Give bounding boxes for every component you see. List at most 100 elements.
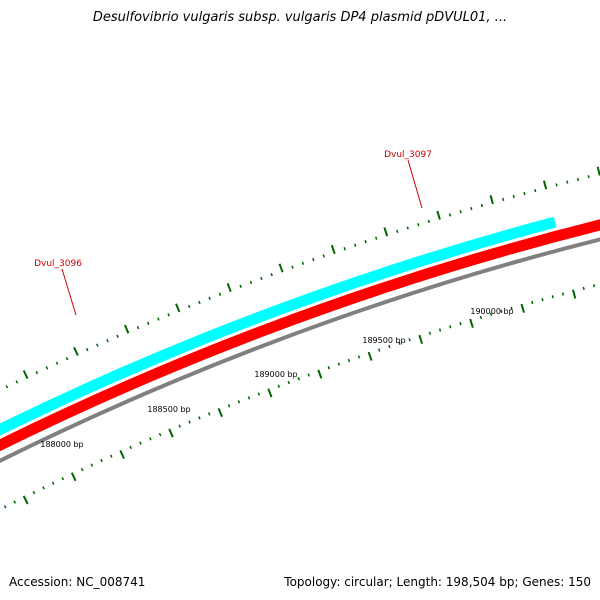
inner-minor-tick	[551, 295, 554, 299]
inner-major-tick	[317, 369, 323, 379]
outer-minor-tick	[15, 380, 19, 384]
inner-minor-tick	[337, 362, 341, 366]
gene-label-dvul-3096[interactable]: Dvul_3096	[34, 259, 82, 269]
inner-minor-tick	[541, 298, 544, 302]
inner-minor-tick	[227, 404, 231, 408]
inner-major-tick	[22, 495, 29, 505]
outer-minor-tick	[576, 177, 580, 182]
inner-minor-tick	[149, 437, 152, 441]
outer-major-tick	[73, 346, 79, 356]
outer-minor-tick	[35, 370, 39, 375]
gene-label-dvul-3097[interactable]: Dvul_3097	[384, 150, 432, 160]
inner-minor-tick	[561, 292, 565, 296]
outer-minor-tick	[301, 261, 305, 265]
outer-major-tick	[489, 195, 494, 205]
outer-minor-tick	[291, 265, 294, 269]
scale-label-188500: 188500 bp	[147, 405, 190, 414]
inner-minor-tick	[287, 380, 290, 385]
inner-minor-tick	[247, 396, 251, 400]
inner-minor-tick	[139, 441, 142, 445]
inner-minor-tick	[531, 300, 534, 305]
outer-minor-tick	[502, 197, 505, 202]
outer-minor-tick	[106, 339, 109, 343]
outer-major-tick	[278, 263, 284, 273]
outer-minor-tick	[198, 300, 201, 305]
outer-minor-tick	[218, 292, 222, 296]
inner-major-tick	[367, 351, 373, 361]
inner-minor-tick	[208, 412, 211, 416]
gene-callout-line-dvul-3096	[61, 268, 77, 316]
inner-minor-tick	[13, 500, 17, 504]
outer-minor-tick	[146, 321, 150, 325]
gene-arc-dvul-3097[interactable]	[0, 134, 600, 504]
outer-major-tick	[383, 227, 389, 237]
outer-minor-tick	[96, 343, 99, 347]
outer-minor-tick	[343, 247, 346, 251]
gene-callout-line-dvul-3097	[407, 159, 423, 209]
outer-minor-tick	[136, 325, 140, 330]
inner-minor-tick	[327, 366, 331, 370]
outer-minor-tick	[65, 356, 69, 361]
inner-major-tick	[168, 428, 174, 438]
inner-minor-tick	[428, 331, 432, 335]
inner-minor-tick	[257, 392, 261, 396]
inner-minor-tick	[479, 315, 483, 320]
outer-minor-tick	[396, 229, 399, 234]
inner-minor-tick	[61, 476, 65, 481]
inner-minor-tick	[32, 490, 36, 495]
outer-major-tick	[123, 324, 130, 334]
outer-minor-tick	[555, 183, 558, 187]
outer-minor-tick	[249, 280, 253, 285]
inner-minor-tick	[51, 481, 55, 485]
outer-minor-tick	[187, 304, 191, 309]
outer-minor-tick	[45, 366, 49, 370]
inner-minor-tick	[592, 284, 596, 288]
inner-minor-tick	[377, 348, 381, 352]
outer-minor-tick	[427, 219, 431, 224]
outer-major-tick	[542, 180, 548, 190]
outer-minor-tick	[448, 213, 452, 217]
outer-minor-tick	[523, 191, 526, 196]
outer-minor-tick	[55, 361, 59, 365]
inner-major-tick	[119, 449, 125, 460]
inner-minor-tick	[237, 400, 241, 404]
inner-major-tick	[418, 334, 424, 345]
scale-label-189500: 189500 bp	[362, 336, 405, 345]
outer-minor-tick	[353, 243, 357, 247]
outer-minor-tick	[208, 296, 211, 300]
outer-minor-tick	[5, 385, 9, 389]
inner-minor-tick	[198, 416, 201, 420]
outer-minor-tick	[587, 175, 590, 179]
outer-minor-tick	[364, 240, 367, 244]
inner-minor-tick	[582, 286, 585, 291]
inner-minor-tick	[178, 424, 181, 428]
inner-minor-tick	[489, 312, 493, 317]
outer-major-tick	[330, 244, 336, 255]
inner-minor-tick	[109, 454, 113, 458]
map-title: Desulfovibrio vulgaris subsp. vulgaris D…	[92, 10, 508, 25]
inner-minor-tick	[500, 309, 503, 313]
outer-minor-tick	[534, 189, 537, 193]
gene-arc-dvul-3096[interactable]	[0, 216, 557, 492]
outer-minor-tick	[239, 284, 242, 288]
outer-minor-tick	[512, 194, 515, 199]
outer-minor-tick	[270, 272, 273, 277]
outer-major-tick	[22, 370, 29, 380]
inner-minor-tick	[277, 384, 280, 388]
outer-tick-ring	[5, 166, 600, 389]
inner-tick-ring	[3, 284, 596, 509]
inner-minor-tick	[449, 325, 452, 329]
outer-minor-tick	[470, 207, 473, 211]
inner-minor-tick	[388, 344, 391, 349]
outer-minor-tick	[406, 226, 409, 230]
plasmid-backbone	[0, 237, 600, 464]
inner-minor-tick	[129, 445, 132, 450]
inner-minor-tick	[459, 321, 462, 326]
outer-major-tick	[226, 282, 232, 293]
inner-major-tick	[70, 472, 77, 482]
inner-minor-tick	[42, 486, 45, 490]
outer-minor-tick	[312, 257, 315, 262]
scale-label-189000: 189000 bp	[254, 370, 297, 379]
outer-minor-tick	[374, 236, 378, 240]
outer-minor-tick	[417, 223, 420, 227]
